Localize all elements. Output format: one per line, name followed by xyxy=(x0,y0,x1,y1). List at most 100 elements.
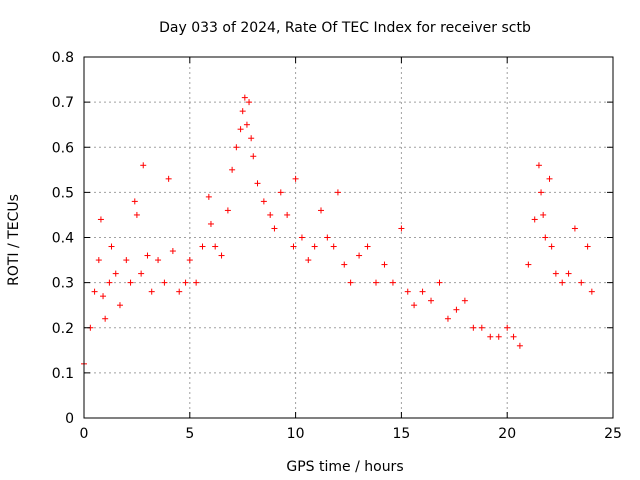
data-point xyxy=(148,288,155,295)
data-point xyxy=(218,252,225,259)
data-point xyxy=(161,279,168,286)
axis-ticks xyxy=(83,56,614,419)
data-point xyxy=(131,198,138,205)
data-point xyxy=(470,324,477,331)
data-point xyxy=(102,315,109,322)
data-point xyxy=(364,243,371,250)
data-point xyxy=(389,279,396,286)
x-axis-label: GPS time / hours xyxy=(286,459,403,475)
data-point xyxy=(165,175,172,182)
data-point xyxy=(108,243,115,250)
data-point xyxy=(182,279,189,286)
x-tick-label: 20 xyxy=(498,426,516,442)
data-point xyxy=(155,257,162,264)
data-point xyxy=(510,333,517,340)
data-point xyxy=(250,153,257,160)
tick-labels: 0 5 10 15 20 25 0 0.1 0.2 0.3 0.4 0.5 0.6 0.7 0.8 xyxy=(52,50,622,442)
x-tick-label: 5 xyxy=(185,426,194,442)
data-point xyxy=(207,220,214,227)
data-point xyxy=(138,270,145,277)
y-tick-label: 0.3 xyxy=(52,276,74,292)
data-point xyxy=(106,279,113,286)
data-point xyxy=(546,175,553,182)
data-point xyxy=(531,216,538,223)
data-point xyxy=(478,324,485,331)
data-point xyxy=(453,306,460,313)
data-point xyxy=(133,211,140,218)
data-point xyxy=(229,166,236,173)
data-point xyxy=(334,189,341,196)
data-point xyxy=(241,94,248,101)
y-tick-label: 0.7 xyxy=(52,95,74,111)
y-tick-label: 0.2 xyxy=(52,321,74,337)
data-point xyxy=(444,315,451,322)
data-point xyxy=(100,293,107,300)
data-point xyxy=(144,252,151,259)
data-point xyxy=(428,297,435,304)
data-point xyxy=(381,261,388,268)
data-point xyxy=(123,257,130,264)
data-point xyxy=(311,243,318,250)
data-point xyxy=(290,243,297,250)
data-point xyxy=(169,248,176,255)
data-point xyxy=(284,211,291,218)
data-point xyxy=(112,270,119,277)
data-point xyxy=(186,257,193,264)
grid-lines xyxy=(84,57,613,418)
data-point xyxy=(237,126,244,133)
data-point xyxy=(193,279,200,286)
x-tick-label: 25 xyxy=(604,426,622,442)
data-point xyxy=(305,257,312,264)
data-point xyxy=(233,144,240,151)
data-point xyxy=(298,234,305,241)
data-point xyxy=(411,302,418,309)
data-point xyxy=(248,135,255,142)
data-point xyxy=(538,189,545,196)
data-point xyxy=(571,225,578,232)
y-tick-label: 0.8 xyxy=(52,50,74,66)
data-point xyxy=(127,279,134,286)
data-point xyxy=(525,261,532,268)
plot-frame xyxy=(83,56,614,419)
data-point xyxy=(487,333,494,340)
data-point xyxy=(588,288,595,295)
y-tick-label: 0 xyxy=(65,411,74,427)
data-point xyxy=(271,225,278,232)
data-point xyxy=(239,108,246,115)
data-point xyxy=(461,297,468,304)
x-tick-label: 0 xyxy=(80,426,89,442)
data-point xyxy=(373,279,380,286)
data-points xyxy=(81,94,595,367)
data-point xyxy=(578,279,585,286)
data-point xyxy=(140,162,147,169)
data-point xyxy=(535,162,542,169)
data-point xyxy=(292,175,299,182)
data-point xyxy=(277,189,284,196)
data-point xyxy=(212,243,219,250)
data-point xyxy=(559,279,566,286)
chart-title: Day 033 of 2024, Rate Of TEC Index for r… xyxy=(159,20,531,36)
y-axis-label: ROTI / TECUs xyxy=(6,194,22,286)
y-tick-label: 0.1 xyxy=(52,366,74,382)
y-tick-label: 0.6 xyxy=(52,140,74,156)
data-point xyxy=(176,288,183,295)
data-point xyxy=(542,234,549,241)
data-point xyxy=(317,207,324,214)
data-point xyxy=(224,207,231,214)
data-point xyxy=(404,288,411,295)
data-point xyxy=(267,211,274,218)
data-point xyxy=(419,288,426,295)
x-tick-label: 10 xyxy=(287,426,305,442)
data-point xyxy=(356,252,363,259)
data-point xyxy=(254,180,261,187)
data-point xyxy=(97,216,104,223)
data-point xyxy=(341,261,348,268)
data-point xyxy=(495,333,502,340)
data-point xyxy=(116,302,123,309)
y-tick-label: 0.4 xyxy=(52,231,74,247)
data-point xyxy=(552,270,559,277)
data-point xyxy=(347,279,354,286)
data-point xyxy=(91,288,98,295)
data-point xyxy=(436,279,443,286)
